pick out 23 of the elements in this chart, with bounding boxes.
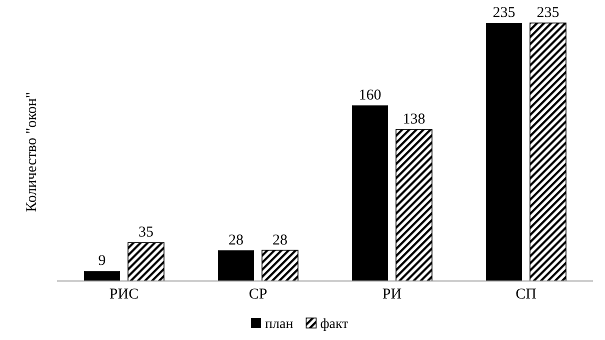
x-tick-label: СП [516,286,537,303]
bar [396,129,432,282]
y-axis-title: Количество "окон" [24,92,40,212]
x-tick-label: РИ [382,286,402,303]
bar [84,271,120,281]
bar [128,242,164,282]
data-label: 28 [272,232,288,248]
data-label: 9 [98,253,106,270]
bar [352,105,388,281]
legend-label: факт [320,317,348,332]
data-label: 28 [228,232,244,248]
data-label: 235 [536,5,560,21]
bar [262,250,298,282]
bar [530,22,566,282]
data-label: 35 [138,224,154,241]
data-label: 138 [402,111,426,128]
bar [218,250,254,281]
data-label: 160 [358,87,382,104]
x-tick-label: СР [248,286,268,303]
legend-label: план [265,317,294,332]
data-label: 235 [492,5,516,21]
x-tick-label: РИС [109,286,139,303]
bar [486,23,522,281]
